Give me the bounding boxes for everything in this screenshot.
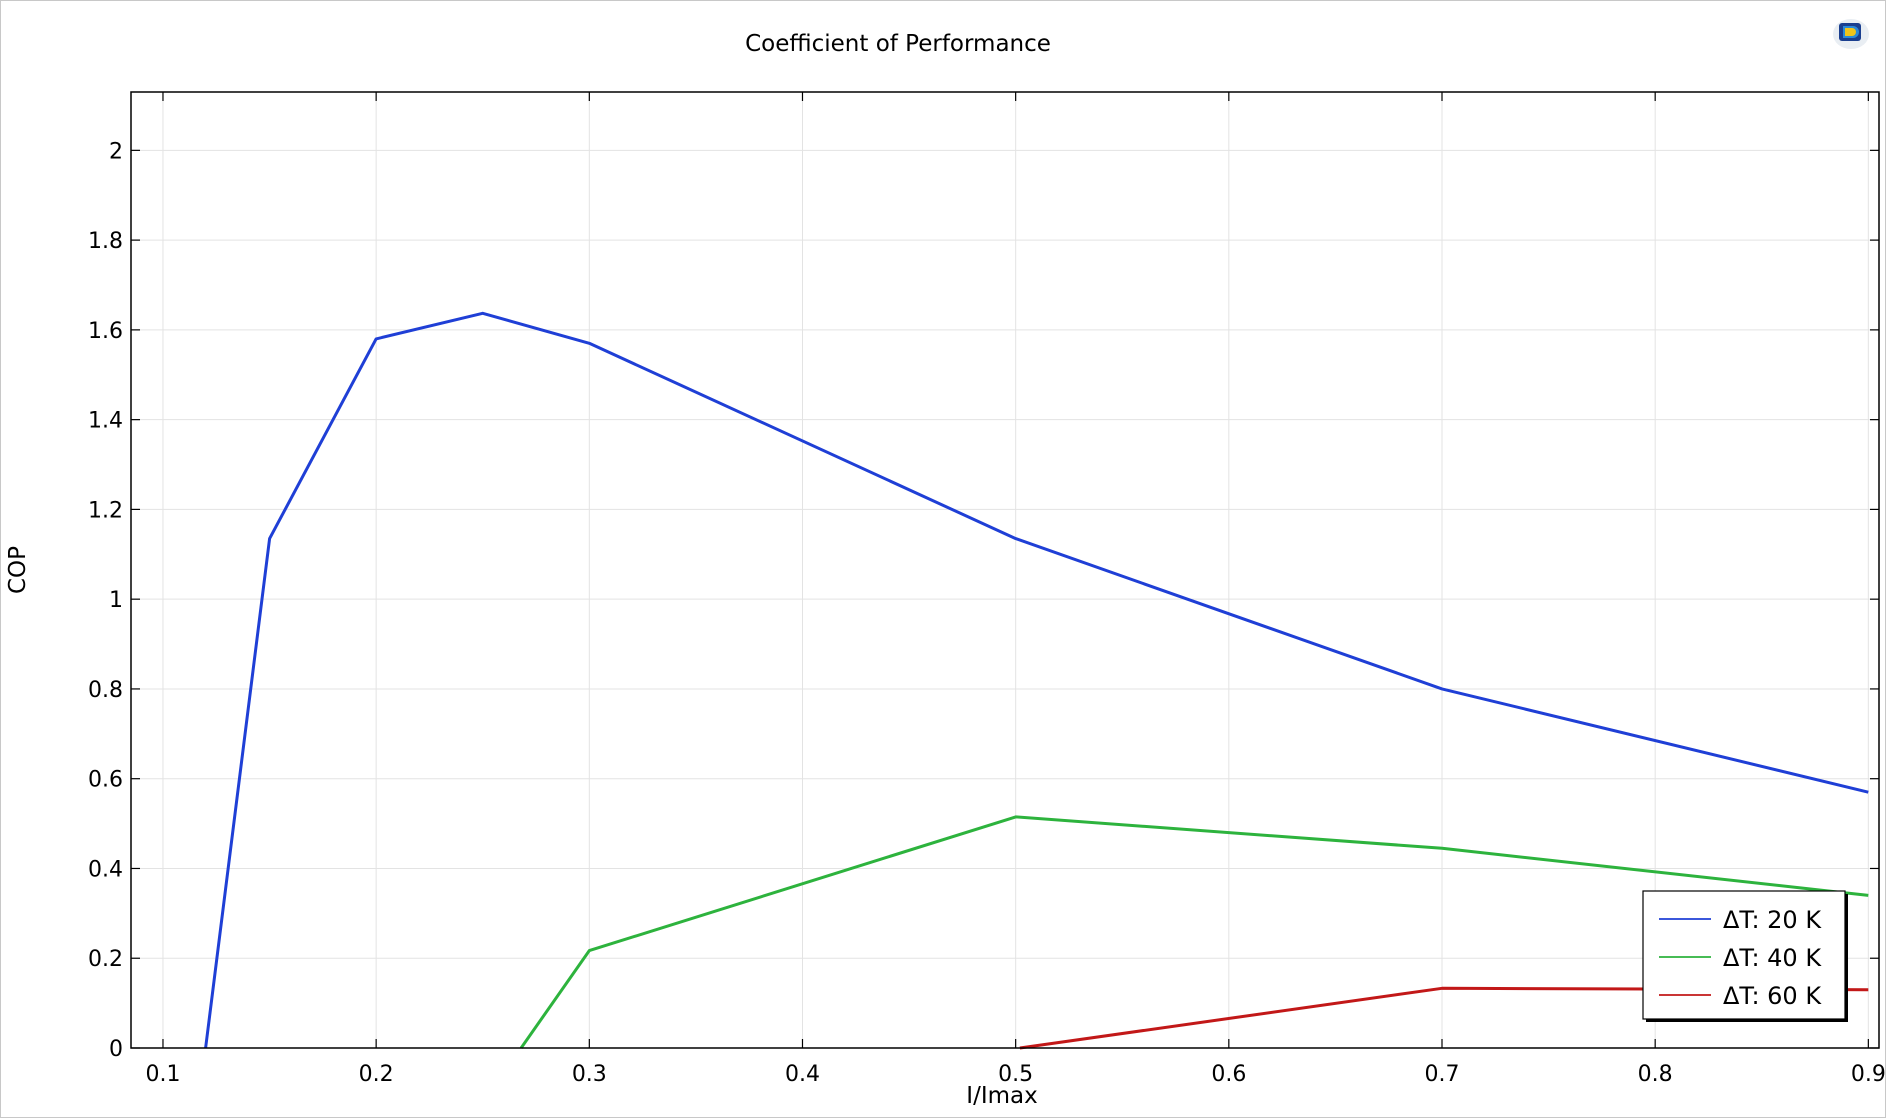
x-axis-label: I/Imax — [966, 1083, 1037, 1109]
y-tick-label: 2 — [109, 139, 123, 164]
x-tick-label: 0.2 — [359, 1062, 394, 1087]
grid — [131, 92, 1879, 1049]
x-tick-label: 0.6 — [1211, 1062, 1246, 1087]
x-tick-label: 0.7 — [1425, 1062, 1460, 1087]
y-tick-label: 0.8 — [88, 678, 123, 703]
series-group — [204, 311, 1869, 1050]
ticks — [131, 92, 1879, 1049]
y-tick-label: 0.4 — [88, 857, 123, 882]
x-tick-label: 0.9 — [1851, 1062, 1886, 1087]
x-tick-label: 0.8 — [1638, 1062, 1673, 1087]
y-tick-label: 0.6 — [88, 768, 123, 793]
y-tick-label: 0.2 — [88, 947, 123, 972]
legend-label: ΔT: 20 K — [1723, 906, 1822, 934]
series-line-1 — [204, 311, 1869, 1049]
x-tick-label: 0.1 — [145, 1062, 180, 1087]
x-tick-label: 0.5 — [998, 1062, 1033, 1087]
legend-label: ΔT: 40 K — [1723, 944, 1822, 972]
legend-label: ΔT: 60 K — [1723, 982, 1822, 1010]
y-axis-label: COP — [5, 546, 31, 594]
y-tick-label: 1.4 — [88, 409, 123, 434]
y-tick-label: 1.6 — [88, 319, 123, 344]
legend-box — [1642, 890, 1846, 1020]
series-line-2 — [519, 815, 1869, 1049]
y-tick-label: 1 — [109, 588, 123, 613]
comsol-logo-icon — [1831, 15, 1871, 51]
y-tick-label: 1.2 — [88, 498, 123, 523]
x-tick-label: 0.3 — [572, 1062, 607, 1087]
x-tick-labels: 0.1 0.2 0.3 0.4 0.5 0.6 0.7 0.8 0.9 — [145, 1062, 1885, 1087]
legend: ΔT: 20 K ΔT: 40 K ΔT: 60 K — [1642, 890, 1848, 1022]
y-tick-label: 1.8 — [88, 229, 123, 254]
y-tick-label: 0 — [109, 1037, 123, 1062]
plot-area — [130, 91, 1880, 1049]
x-tick-label: 0.4 — [785, 1062, 820, 1087]
chart-title: Coefficient of Performance — [745, 31, 1051, 57]
y-tick-labels: 0 0.2 0.4 0.6 0.8 1 1.2 1.4 1.6 1.8 2 — [88, 139, 123, 1062]
